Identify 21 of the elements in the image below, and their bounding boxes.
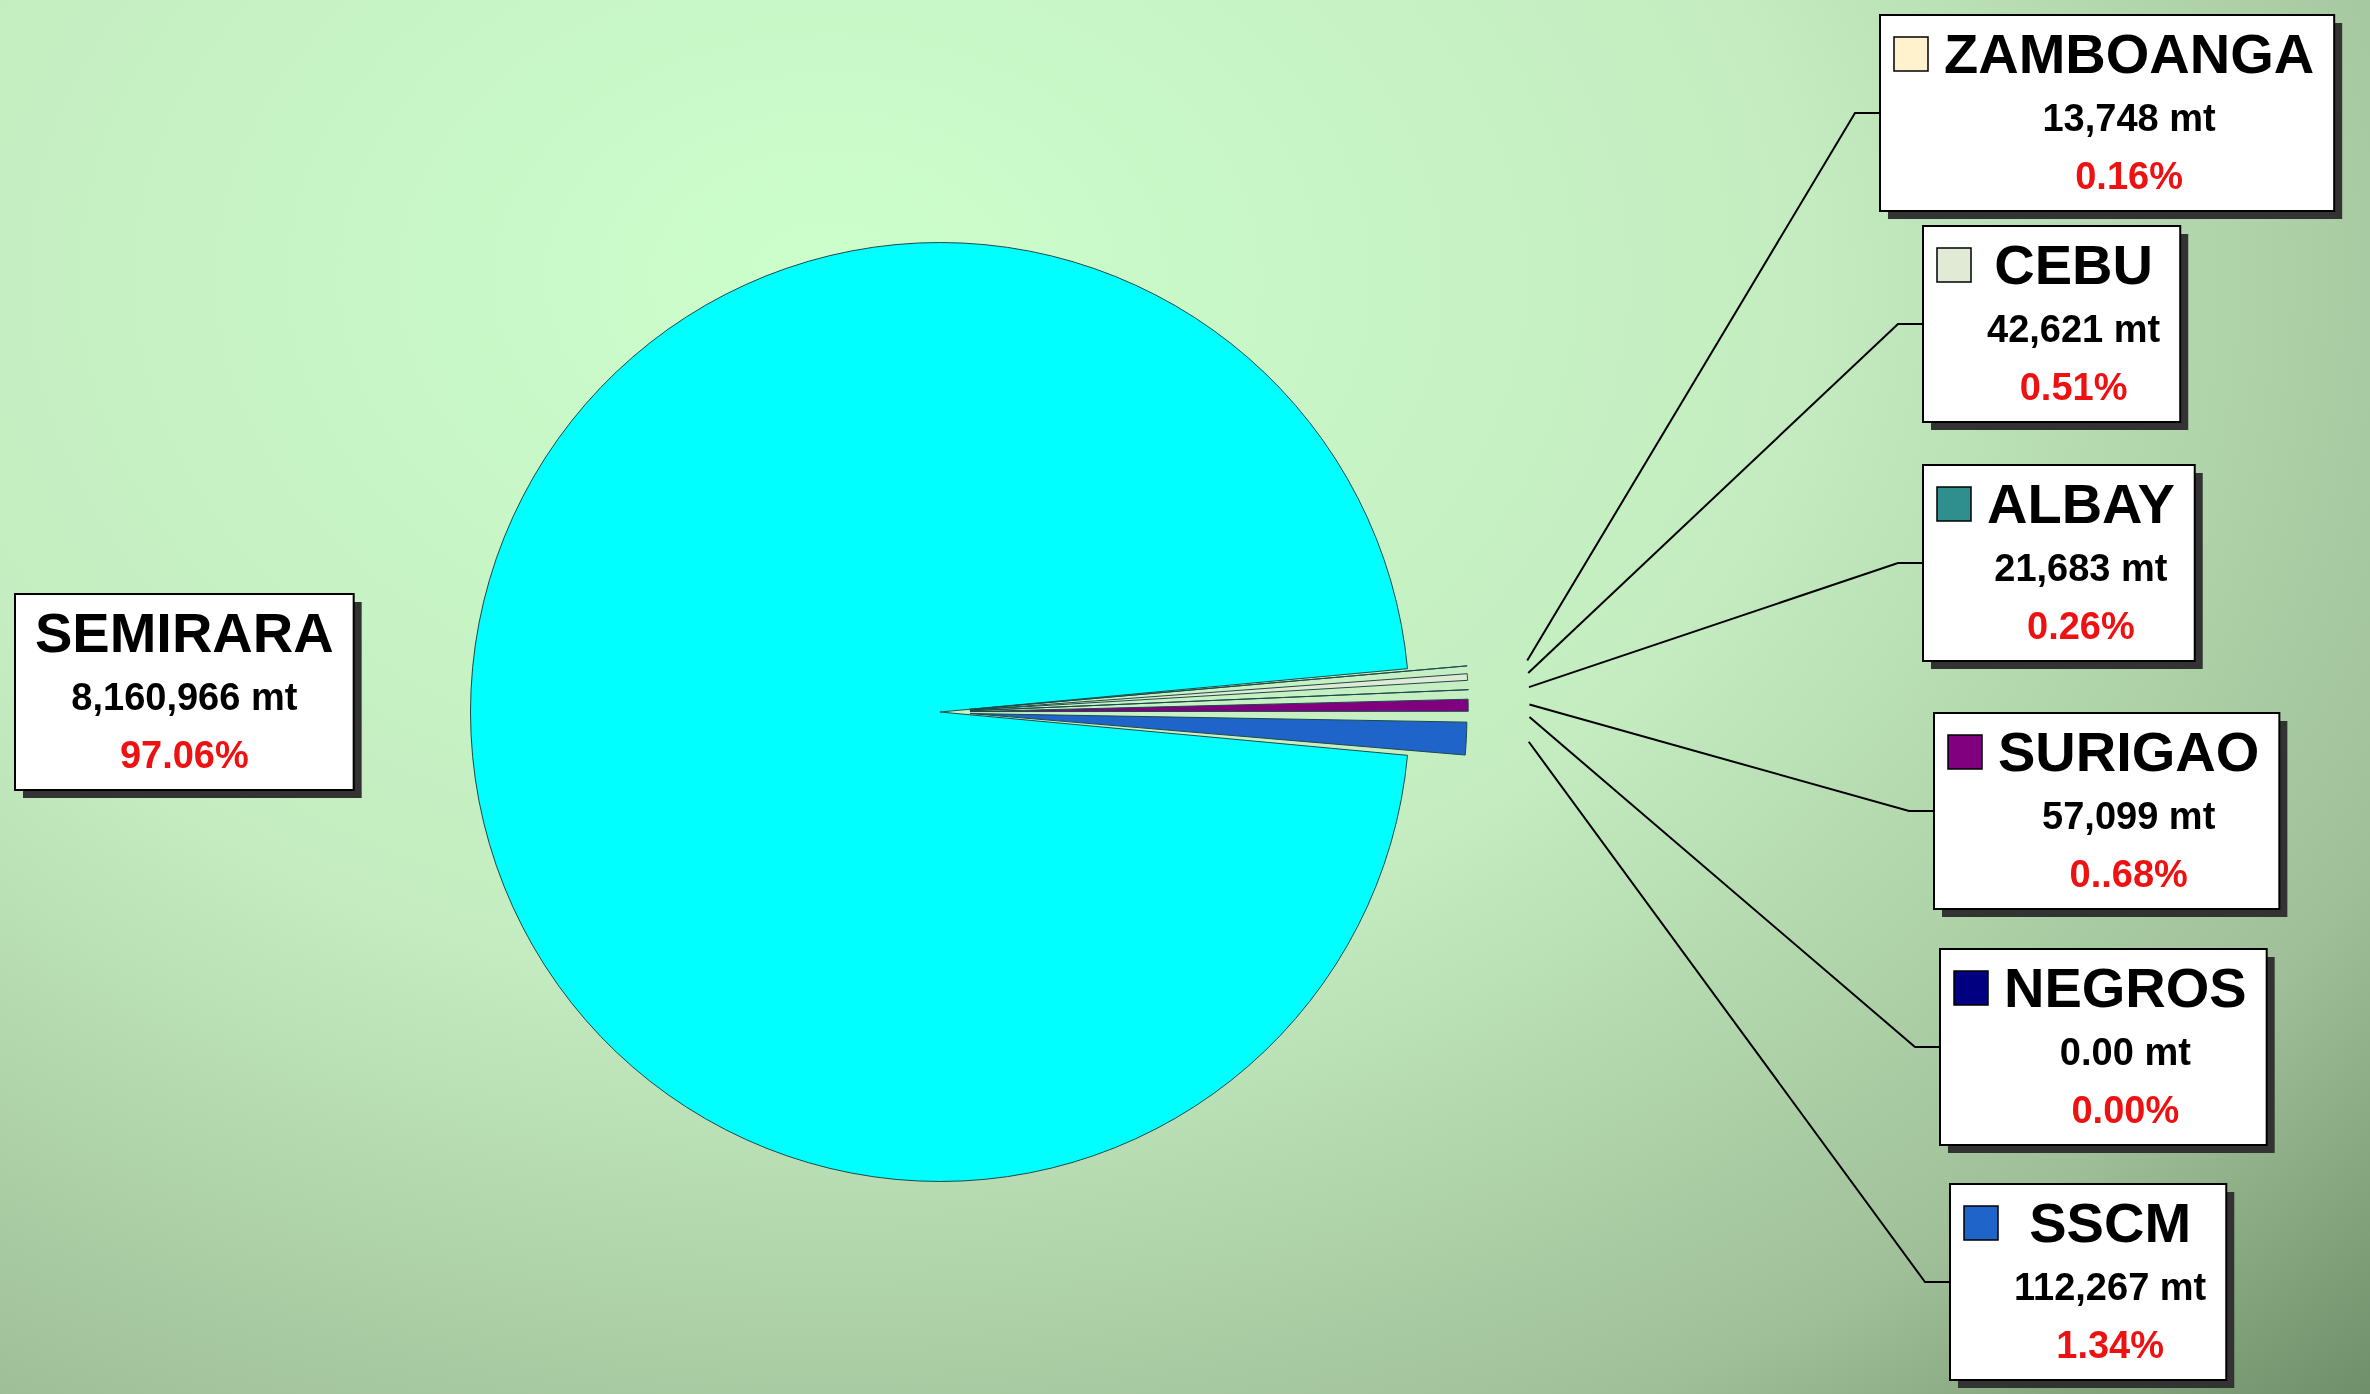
data-label: 21,683 mt [1994, 547, 2168, 589]
legend-label: NEGROS [2004, 956, 2247, 1019]
text: 0.00% [2071, 1089, 2180, 1131]
data-label: 8,160,966 mt [71, 676, 298, 718]
legend-label: ALBAY [1987, 472, 2175, 535]
text: 0.00 mt [2059, 1031, 2191, 1073]
legend-label: CEBU [1994, 233, 2153, 296]
legend-label: SSCM [2029, 1191, 2192, 1254]
data-label: 112,267 mt [2014, 1266, 2207, 1308]
slice-label: SEMIRARA [34, 601, 334, 664]
text: 1.34% [2056, 1324, 2165, 1366]
text: 0.16% [2075, 155, 2183, 197]
text: 97.06% [119, 734, 249, 776]
legend-label: SURIGAO [1998, 720, 2260, 783]
data-label: 57,099 mt [2042, 795, 2216, 837]
text: 0.26% [2027, 605, 2135, 647]
data-label: 42,621 mt [1987, 308, 2161, 350]
legend-label: ZAMBOANGA [1944, 22, 2315, 85]
text: 0.51% [2019, 366, 2128, 408]
text: 0..68% [2069, 853, 2188, 895]
data-label: 13,748 mt [2042, 97, 2217, 139]
